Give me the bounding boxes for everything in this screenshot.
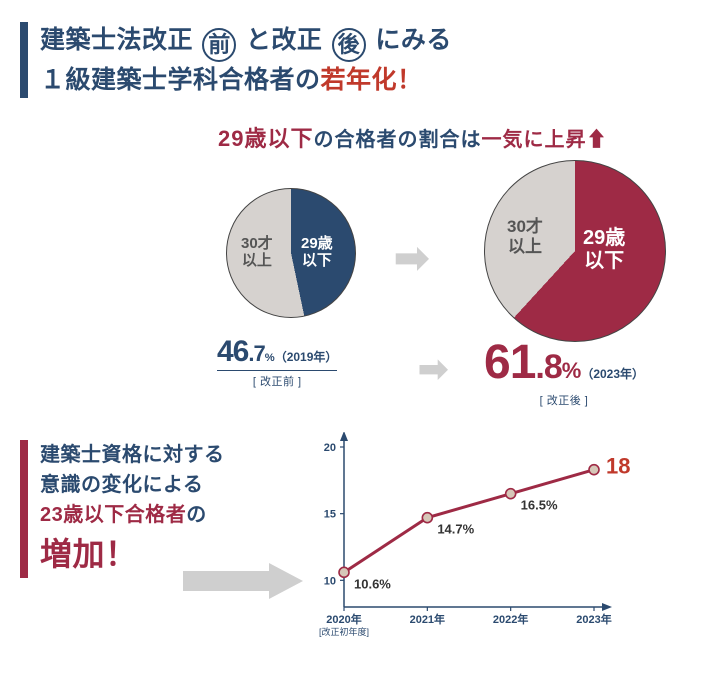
headline-line1: 建築士法改正 前 と改正 後 にみる [40, 22, 452, 62]
txt: 建築士資格に対する [40, 440, 225, 470]
pie-before-over-label: 30才以上 [241, 235, 273, 270]
svg-text:[改正初年度]: [改正初年度] [319, 626, 369, 637]
svg-text:10.6%: 10.6% [354, 576, 391, 591]
svg-text:16.5%: 16.5% [521, 498, 558, 513]
circle-after: 後 [332, 28, 366, 62]
txt: 建築士法改正 [40, 26, 193, 54]
pie-after-over-label: 30才以上 [507, 217, 543, 256]
svg-text:14.7%: 14.7% [437, 522, 474, 537]
circle-before: 前 [202, 28, 236, 62]
arrow-icon: ➡ [418, 348, 448, 390]
txt: にみる [375, 26, 452, 54]
txt: １級建築士学科合格者の [40, 66, 321, 94]
svg-text:2022年: 2022年 [493, 612, 528, 626]
hl-age: 29歳以下 [218, 126, 313, 151]
svg-text:10: 10 [324, 575, 336, 587]
note: [ 改正後 ] [484, 392, 644, 408]
arrow-icon: ➡ [394, 233, 429, 282]
hl-rise: 一気に上昇 [481, 129, 586, 151]
highlight: 若年化！ [321, 66, 423, 94]
txt: と改正 [246, 26, 323, 54]
pie-before: 30才以上 29歳以下 [226, 188, 356, 318]
lower-headline: 建築士資格に対する 意識の変化による 23歳以下合格者の 増加！ [20, 440, 225, 578]
subheadline: 29歳以下の合格者の割合は一気に上昇⬆ [218, 121, 607, 153]
txt: の合格者の割合は [313, 129, 481, 151]
svg-text:2023年: 2023年 [576, 612, 611, 626]
svg-text:2021年: 2021年 [410, 612, 445, 626]
note: [ 改正前 ] [217, 373, 337, 389]
line-chart: 10 15 20 2020年[改正初年度] 2021年 2022年 2023年 10.6% 14… [310, 432, 630, 657]
headline-line2: １級建築士学科合格者の若年化！ [40, 62, 452, 98]
big-arrow-icon [183, 563, 303, 599]
headline: 建築士法改正 前 と改正 後 にみる １級建築士学科合格者の若年化！ [20, 22, 452, 98]
txt: 23歳以下合格者の [40, 500, 225, 530]
pie-charts: 30才以上 29歳以下 ➡ 30才以上 29歳以下 46.7%（2019年） [… [226, 160, 696, 395]
svg-text:18.3%: 18.3% [606, 454, 630, 479]
pie-before-under-label: 29歳以下 [301, 235, 333, 270]
pie-after: 30才以上 29歳以下 [484, 160, 666, 342]
svg-text:2020年: 2020年 [326, 612, 361, 626]
up-arrow-icon: ⬆ [586, 129, 607, 151]
pie-after-under-label: 29歳以下 [583, 227, 625, 273]
txt: 意識の変化による [40, 470, 225, 500]
svg-text:20: 20 [324, 442, 336, 454]
stat-before: 46.7%（2019年） [ 改正前 ] [217, 335, 337, 389]
stat-after: 61.8%（2023年） [ 改正後 ] [484, 335, 644, 408]
svg-text:15: 15 [324, 509, 336, 521]
